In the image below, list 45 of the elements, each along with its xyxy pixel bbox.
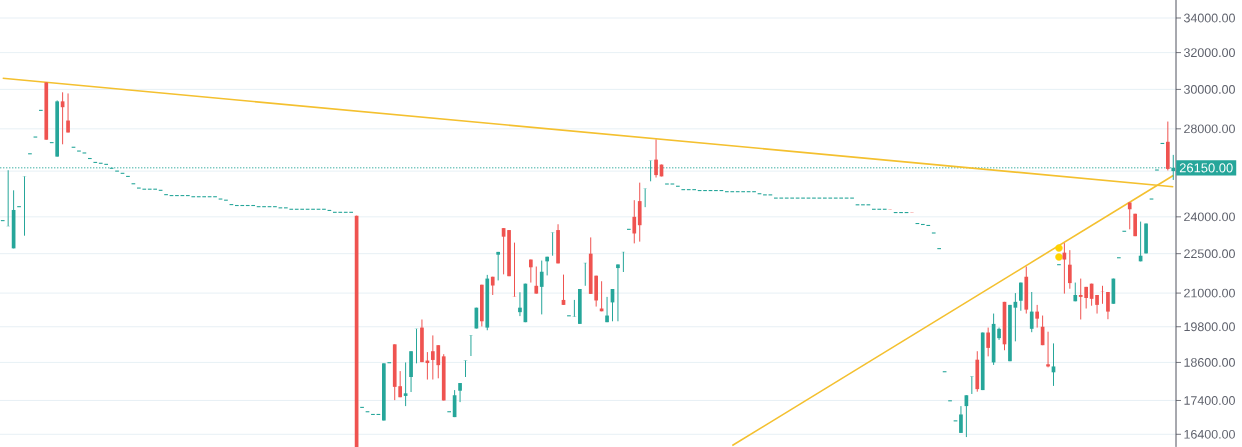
y-tick-label: 16400.00 <box>1184 429 1235 439</box>
y-tick-label: 32000.00 <box>1183 48 1235 58</box>
candlestick <box>969 375 974 395</box>
y-tick-label: 22500.00 <box>1184 249 1235 259</box>
y-tick-label: 24000.00 <box>1184 212 1235 222</box>
candlestick <box>1018 282 1023 312</box>
y-tick-label: 30000.00 <box>1183 85 1235 94</box>
candlestick <box>959 405 963 434</box>
candlestick <box>539 260 544 315</box>
candlestick <box>87 157 93 160</box>
y-tick-label: 28000.00 <box>1184 124 1235 134</box>
candlestick <box>1035 304 1040 329</box>
candlestick <box>572 299 577 318</box>
candlestick <box>654 139 658 179</box>
candlestick <box>616 263 620 322</box>
candlestick <box>22 175 27 237</box>
y-tick-label: 19800.00 <box>1184 322 1235 332</box>
candlestick <box>403 361 408 407</box>
y-tick-label: 21000.00 <box>1184 288 1235 298</box>
candlestick <box>920 223 926 226</box>
candlestick <box>370 413 376 416</box>
candlestick <box>518 291 522 317</box>
ref-line-label: 26150.00 <box>1179 163 1233 173</box>
candlestick <box>1067 249 1072 290</box>
candlestick <box>534 266 539 295</box>
candlestick <box>925 224 931 227</box>
candlestick <box>1046 331 1050 368</box>
candlestick <box>458 382 462 403</box>
candlestick <box>234 204 240 207</box>
candlestick <box>1127 201 1132 230</box>
candlestick <box>250 204 256 207</box>
candlestick <box>66 92 70 134</box>
candlestick <box>245 204 251 207</box>
candlestick <box>1106 291 1110 320</box>
y-tick-label: 18600.00 <box>1184 358 1235 367</box>
candlestick <box>986 327 991 357</box>
candlestick <box>1029 291 1034 333</box>
candlestick <box>512 242 517 298</box>
candlestick <box>550 232 555 257</box>
candlestick <box>239 204 245 207</box>
y-tick-label: 17400.00 <box>1184 396 1235 405</box>
candlestick <box>605 296 609 323</box>
y-tick-label: 34000.00 <box>1183 13 1235 23</box>
candlestick <box>496 251 501 281</box>
candlestick <box>632 199 637 244</box>
